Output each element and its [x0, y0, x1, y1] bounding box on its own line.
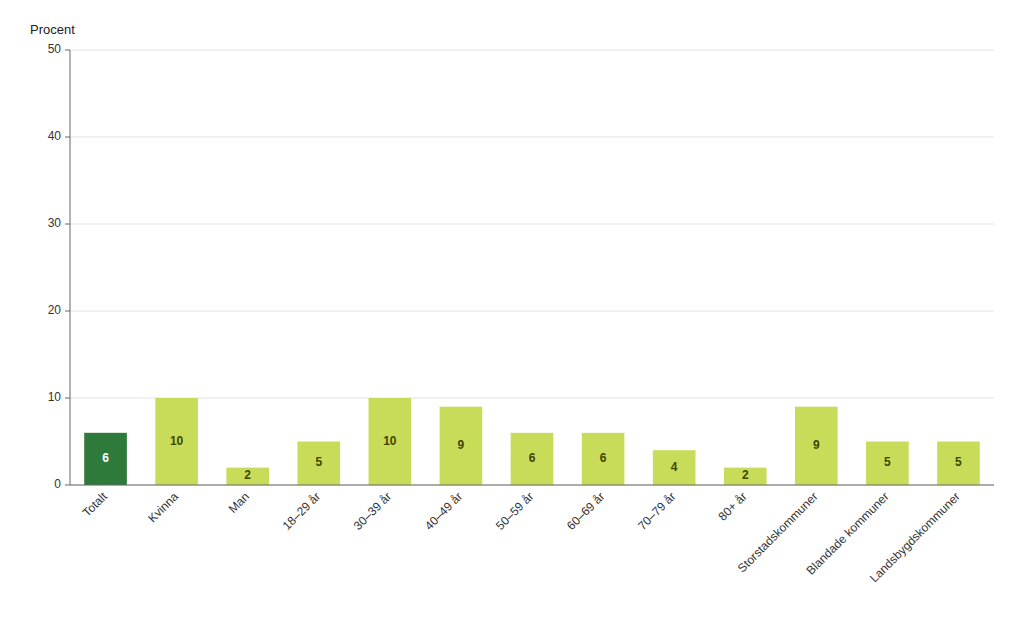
- bar: [84, 433, 127, 485]
- bars: [84, 398, 980, 485]
- y-tick: [65, 50, 70, 51]
- x-tick-label: 50–59 år: [493, 489, 536, 532]
- data-label: 10: [170, 434, 184, 448]
- chart-container: 0 10 20 30 40 50 Procent 6 10 2 5 10 9 6 6 4 2 9 5 5 Totalt K…: [0, 0, 1024, 630]
- y-tick-label: 20: [48, 303, 62, 317]
- y-tick-label: 0: [54, 477, 61, 491]
- bar: [866, 442, 909, 486]
- y-tick: [65, 137, 70, 138]
- data-label: 9: [458, 438, 465, 452]
- x-tick-label: Kvinna: [145, 489, 181, 525]
- bar: [155, 398, 198, 485]
- y-axis: 0 10 20 30 40 50: [48, 42, 70, 491]
- data-label: 5: [955, 455, 962, 469]
- bar: [440, 407, 483, 485]
- bar: [724, 468, 767, 485]
- bar: [937, 442, 980, 486]
- y-tick: [65, 311, 70, 312]
- x-tick-label: Landsbygdskommuner: [867, 489, 963, 585]
- data-label: 2: [742, 468, 749, 482]
- y-tick-label: 10: [48, 390, 62, 404]
- y-axis-label: Procent: [30, 22, 75, 37]
- data-label: 10: [383, 434, 397, 448]
- bar: [226, 468, 269, 485]
- y-tick-label: 50: [48, 42, 62, 56]
- y-tick-label: 30: [48, 216, 62, 230]
- data-label: 5: [315, 455, 322, 469]
- grid-line: [70, 398, 994, 399]
- x-tick-label: 18–29 år: [280, 489, 323, 532]
- y-axis-line: [70, 50, 71, 485]
- data-label: 2: [244, 468, 251, 482]
- x-tick-label: 30–39 år: [351, 489, 394, 532]
- grid-line: [70, 137, 994, 138]
- bar: [297, 442, 340, 486]
- bar: [795, 407, 838, 485]
- x-axis-line: [70, 485, 994, 486]
- x-tick-label: 60–69 år: [564, 489, 607, 532]
- x-axis: Totalt Kvinna Man 18–29 år 30–39 år 40–49 år 5…: [80, 489, 963, 585]
- y-tick: [65, 398, 70, 399]
- grid-line: [70, 224, 994, 225]
- x-tick-label: 70–79 år: [635, 489, 678, 532]
- x-tick-label: Man: [226, 489, 252, 515]
- data-label: 6: [529, 451, 536, 465]
- data-labels: 6 10 2 5 10 9 6 6 4 2 9 5 5: [102, 434, 962, 483]
- bar: [653, 450, 696, 485]
- data-label: 4: [671, 460, 678, 474]
- grid-line: [70, 485, 994, 486]
- bar: [582, 433, 625, 485]
- data-label: 9: [813, 438, 820, 452]
- x-tick-label: Totalt: [80, 489, 111, 520]
- chart: 0 10 20 30 40 50 Procent 6 10 2 5 10 9 6 6 4 2 9 5 5 Totalt K…: [0, 0, 1024, 630]
- y-tick: [65, 224, 70, 225]
- data-label: 6: [102, 451, 109, 465]
- grid: [70, 50, 994, 485]
- data-label: 6: [600, 451, 607, 465]
- y-tick-label: 40: [48, 129, 62, 143]
- grid-line: [70, 50, 994, 51]
- bar: [511, 433, 554, 485]
- bar: [369, 398, 412, 485]
- grid-line: [70, 311, 994, 312]
- data-label: 5: [884, 455, 891, 469]
- x-tick-label: 80+ år: [715, 489, 749, 523]
- x-tick-label: 40–49 år: [422, 489, 465, 532]
- y-tick: [65, 485, 70, 486]
